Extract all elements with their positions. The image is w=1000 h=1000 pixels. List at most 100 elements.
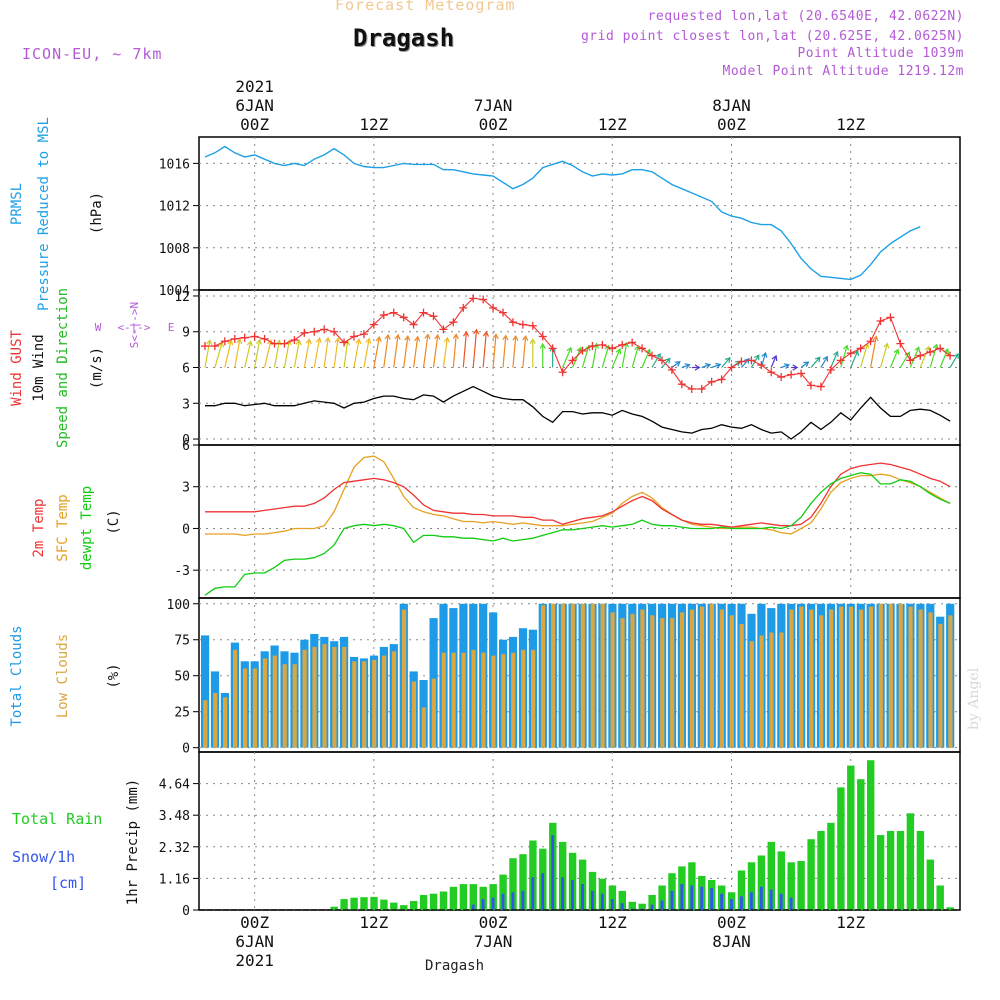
rain-bar xyxy=(618,890,626,910)
wind-speed-line xyxy=(205,385,951,440)
wind-arrow xyxy=(721,357,731,368)
low-cloud-bar xyxy=(898,603,903,748)
wind-arrow-head xyxy=(724,357,731,363)
wind-arrow-head xyxy=(255,338,262,345)
low-cloud-bar xyxy=(858,609,864,748)
wind-gust-ylabel: Wind GUST xyxy=(9,330,25,406)
wind-arrow xyxy=(800,361,809,368)
wind-arrow xyxy=(562,347,572,368)
wind-arrow xyxy=(482,331,487,368)
low-cloud-bar xyxy=(372,659,377,748)
wind-arrow-head xyxy=(236,338,243,345)
low-cloud-bar xyxy=(501,654,506,748)
wind-arrow xyxy=(263,340,272,368)
dewpt-ylabel: dewpt Temp xyxy=(79,486,95,570)
rain-bar xyxy=(777,851,785,910)
wind-arrow-head xyxy=(512,335,519,341)
wind-arrow-head xyxy=(694,364,701,371)
snow-bar xyxy=(541,873,545,910)
pressure-unit: (hPa) xyxy=(89,192,105,234)
snow-bar xyxy=(481,899,485,910)
wind-arrow xyxy=(383,334,389,368)
wind-arrow-head xyxy=(803,361,810,368)
low-cloud-bar xyxy=(461,652,466,748)
gust-marker xyxy=(489,303,498,312)
low-cloud-bar xyxy=(600,603,605,748)
time-label-top: 00Z xyxy=(717,115,746,134)
rain-bar xyxy=(807,839,815,910)
compass-e: E xyxy=(168,321,175,334)
gust-marker xyxy=(846,349,855,358)
low-cloud-bar xyxy=(203,700,208,748)
rain-bar xyxy=(737,870,746,910)
low-cloud-bar xyxy=(819,615,824,748)
wind-arrow-head xyxy=(783,363,791,369)
rain-label: Total Rain xyxy=(12,810,102,828)
wind-arrow xyxy=(234,339,241,368)
low-cloud-bar xyxy=(262,658,267,748)
gust-marker xyxy=(389,308,398,317)
y-tick-label: 1004 xyxy=(159,284,190,299)
rain-bar xyxy=(847,765,855,910)
gust-marker xyxy=(618,340,627,349)
time-label-top: 2021 xyxy=(235,77,274,96)
low-cloud-bar xyxy=(779,632,784,748)
snow-bar xyxy=(630,908,634,910)
rain-bar xyxy=(926,859,934,910)
gust-marker xyxy=(648,351,657,360)
wind-arrow xyxy=(432,334,439,368)
snow-bar xyxy=(680,884,684,910)
gust-marker xyxy=(508,318,517,327)
wind-arrow-head xyxy=(883,342,890,349)
gust-marker xyxy=(578,346,587,355)
low-cloud-bar xyxy=(391,651,397,748)
wind-arrow-head xyxy=(355,338,362,345)
wind-arrow xyxy=(919,346,930,368)
low-cloud-bar xyxy=(223,697,228,748)
gust-marker xyxy=(399,313,408,322)
gust-marker xyxy=(896,339,905,348)
low-cloud-bar xyxy=(938,623,943,748)
wind-arrow-head xyxy=(943,348,950,355)
wind-arrow xyxy=(323,337,329,368)
low-cloud-bar xyxy=(580,603,585,748)
wind-arrow-head xyxy=(715,362,722,369)
gust-line xyxy=(205,297,951,390)
gust-marker xyxy=(270,339,279,348)
time-label-bottom: 12Z xyxy=(836,913,865,932)
rain-bar xyxy=(400,905,408,910)
gust-marker xyxy=(936,344,945,353)
gust-marker xyxy=(369,320,378,329)
low-cloud-bar xyxy=(759,635,764,748)
wind-arrow xyxy=(869,336,877,368)
snow-bar xyxy=(581,884,584,910)
wind-arrow-head xyxy=(434,333,441,340)
low-cloud-bar xyxy=(362,661,367,748)
rain-bar xyxy=(817,831,825,910)
rain-bar xyxy=(509,858,517,910)
low-cloud-bar xyxy=(839,606,844,748)
snow-bar xyxy=(789,897,793,910)
low-cloud-bar xyxy=(699,606,705,748)
snow-bar xyxy=(730,899,733,910)
chart-title: Forecast Meteogram xyxy=(335,0,516,14)
snow-bar xyxy=(600,893,604,910)
gust-marker xyxy=(200,342,209,351)
low-cloud-bar xyxy=(312,646,317,748)
wind-arrow xyxy=(611,348,621,368)
wind-arrow xyxy=(373,336,380,368)
gust-marker xyxy=(866,337,875,346)
wind-arrow xyxy=(512,336,517,368)
rain-bar xyxy=(429,893,438,910)
low-cloud-bar xyxy=(918,609,923,748)
low-cloud-bar xyxy=(342,646,347,748)
low-cloud-bar xyxy=(848,606,854,748)
low-cloud-bar xyxy=(451,652,456,748)
rain-bar xyxy=(916,831,925,910)
station-title: Dragash xyxy=(353,24,455,52)
point-altitude: Point Altitude 1039m xyxy=(797,46,964,61)
precip-unit: 1hr Precip (mm) xyxy=(125,779,141,905)
time-label-bottom: 7JAN xyxy=(474,932,513,951)
low-cloud-bar xyxy=(352,661,357,748)
wind-arrow-head xyxy=(443,336,450,343)
